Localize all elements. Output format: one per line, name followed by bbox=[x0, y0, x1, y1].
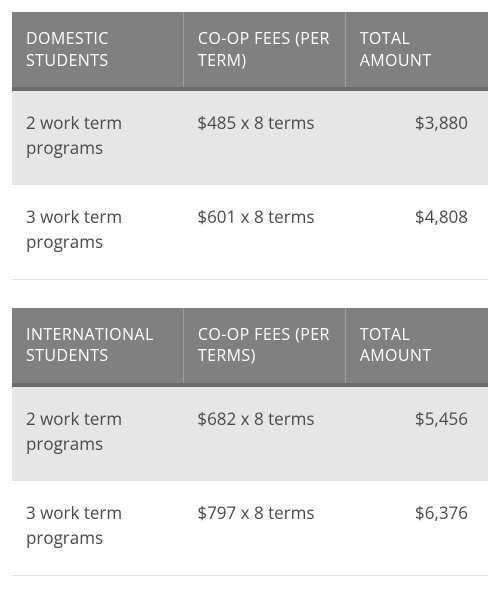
cell-fees: $797 x 8 terms bbox=[183, 481, 345, 575]
cell-fees: $485 x 8 terms bbox=[183, 91, 345, 185]
table-header-row: INTERNATIONAL STUDENTS CO-OP FEES (PER T… bbox=[12, 308, 488, 383]
table-row: 2 work term programs $485 x 8 terms $3,8… bbox=[12, 91, 488, 185]
cell-total: $4,808 bbox=[345, 185, 488, 279]
international-fees-table: INTERNATIONAL STUDENTS CO-OP FEES (PER T… bbox=[12, 308, 488, 576]
col-header-total: TOTAL AMOUNT bbox=[345, 308, 488, 383]
cell-fees: $601 x 8 terms bbox=[183, 185, 345, 279]
cell-program: 2 work term programs bbox=[12, 387, 183, 481]
cell-fees: $682 x 8 terms bbox=[183, 387, 345, 481]
cell-program: 3 work term programs bbox=[12, 185, 183, 279]
table-header-row: DOMESTIC STUDENTS CO-OP FEES (PER TERM) … bbox=[12, 12, 488, 87]
cell-total: $3,880 bbox=[345, 91, 488, 185]
col-header-students: DOMESTIC STUDENTS bbox=[12, 12, 183, 87]
cell-program: 3 work term programs bbox=[12, 481, 183, 575]
domestic-fees-table: DOMESTIC STUDENTS CO-OP FEES (PER TERM) … bbox=[12, 12, 488, 280]
table-row: 3 work term programs $601 x 8 terms $4,8… bbox=[12, 185, 488, 279]
col-header-fees: CO-OP FEES (PER TERM) bbox=[183, 12, 345, 87]
cell-total: $5,456 bbox=[345, 387, 488, 481]
col-header-fees: CO-OP FEES (PER TERMS) bbox=[183, 308, 345, 383]
col-header-total: TOTAL AMOUNT bbox=[345, 12, 488, 87]
cell-program: 2 work term programs bbox=[12, 91, 183, 185]
cell-total: $6,376 bbox=[345, 481, 488, 575]
table-row: 2 work term programs $682 x 8 terms $5,4… bbox=[12, 387, 488, 481]
col-header-students: INTERNATIONAL STUDENTS bbox=[12, 308, 183, 383]
table-row: 3 work term programs $797 x 8 terms $6,3… bbox=[12, 481, 488, 575]
